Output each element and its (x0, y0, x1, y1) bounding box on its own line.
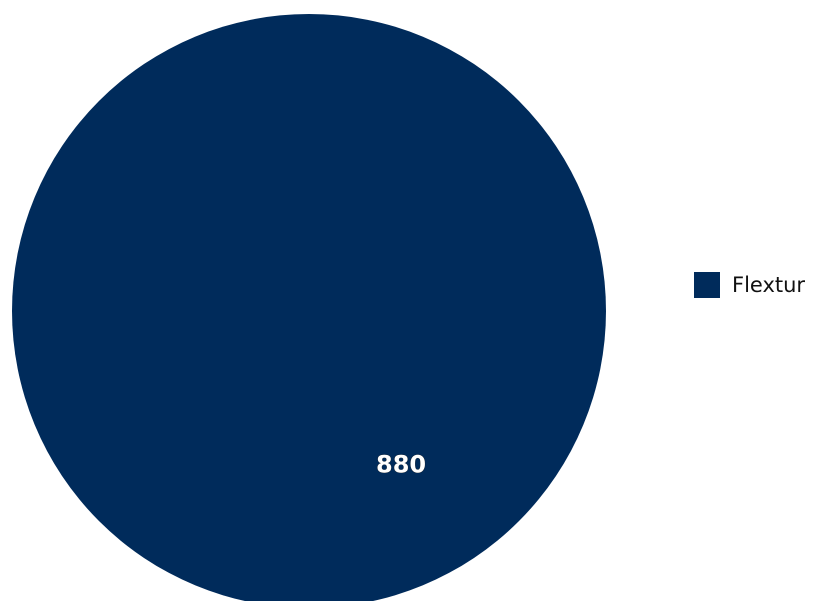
legend: Flextur (694, 272, 805, 298)
data-label-flextur: 880 (376, 450, 426, 478)
pie-data-labels: 880 (376, 450, 427, 479)
pie-slice-flextur (12, 14, 606, 601)
legend-swatch-flextur (694, 272, 720, 298)
pie-slices (12, 14, 606, 601)
legend-label-flextur: Flextur (732, 273, 806, 297)
